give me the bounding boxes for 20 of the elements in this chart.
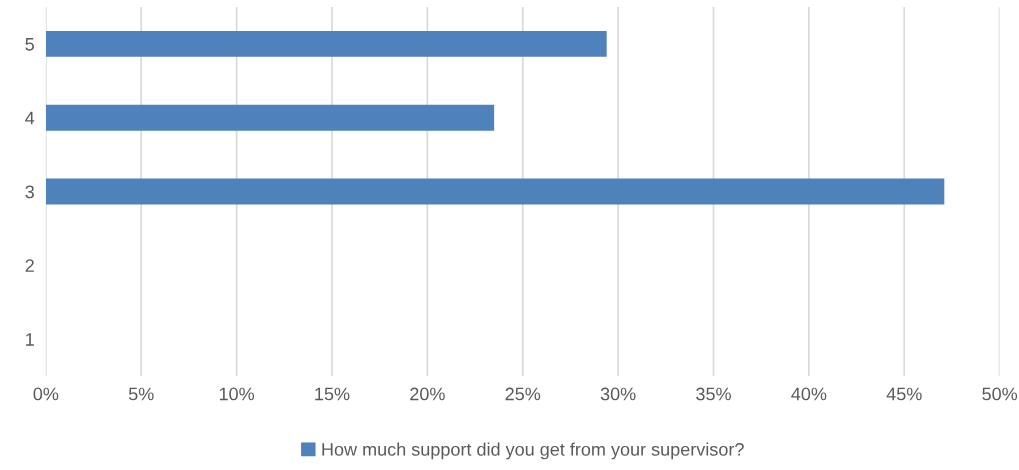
x-tick-label: 0% xyxy=(33,387,59,401)
x-tick-label: 40% xyxy=(791,387,827,401)
bar xyxy=(45,178,945,205)
legend-label: How much support did you get from your supervisor? xyxy=(322,442,744,460)
x-tick-label: 10% xyxy=(219,387,255,401)
x-tick-label: 45% xyxy=(886,387,922,401)
y-tick-label: 1 xyxy=(26,333,34,346)
x-tick-label: 15% xyxy=(315,387,350,401)
y-tick-label: 5 xyxy=(25,38,34,51)
bar xyxy=(45,104,495,131)
x-tick-label: 25% xyxy=(505,387,541,401)
y-tick-label: 2 xyxy=(25,259,34,272)
x-tick-label: 30% xyxy=(600,387,636,401)
x-tick-label: 35% xyxy=(696,387,731,401)
y-tick-label: 4 xyxy=(25,111,35,125)
x-tick-label: 5% xyxy=(128,387,154,401)
bar xyxy=(45,31,607,57)
y-tick-label: 3 xyxy=(25,185,34,199)
x-tick-label: 50% xyxy=(982,387,1018,401)
x-tick-label: 20% xyxy=(410,387,445,401)
